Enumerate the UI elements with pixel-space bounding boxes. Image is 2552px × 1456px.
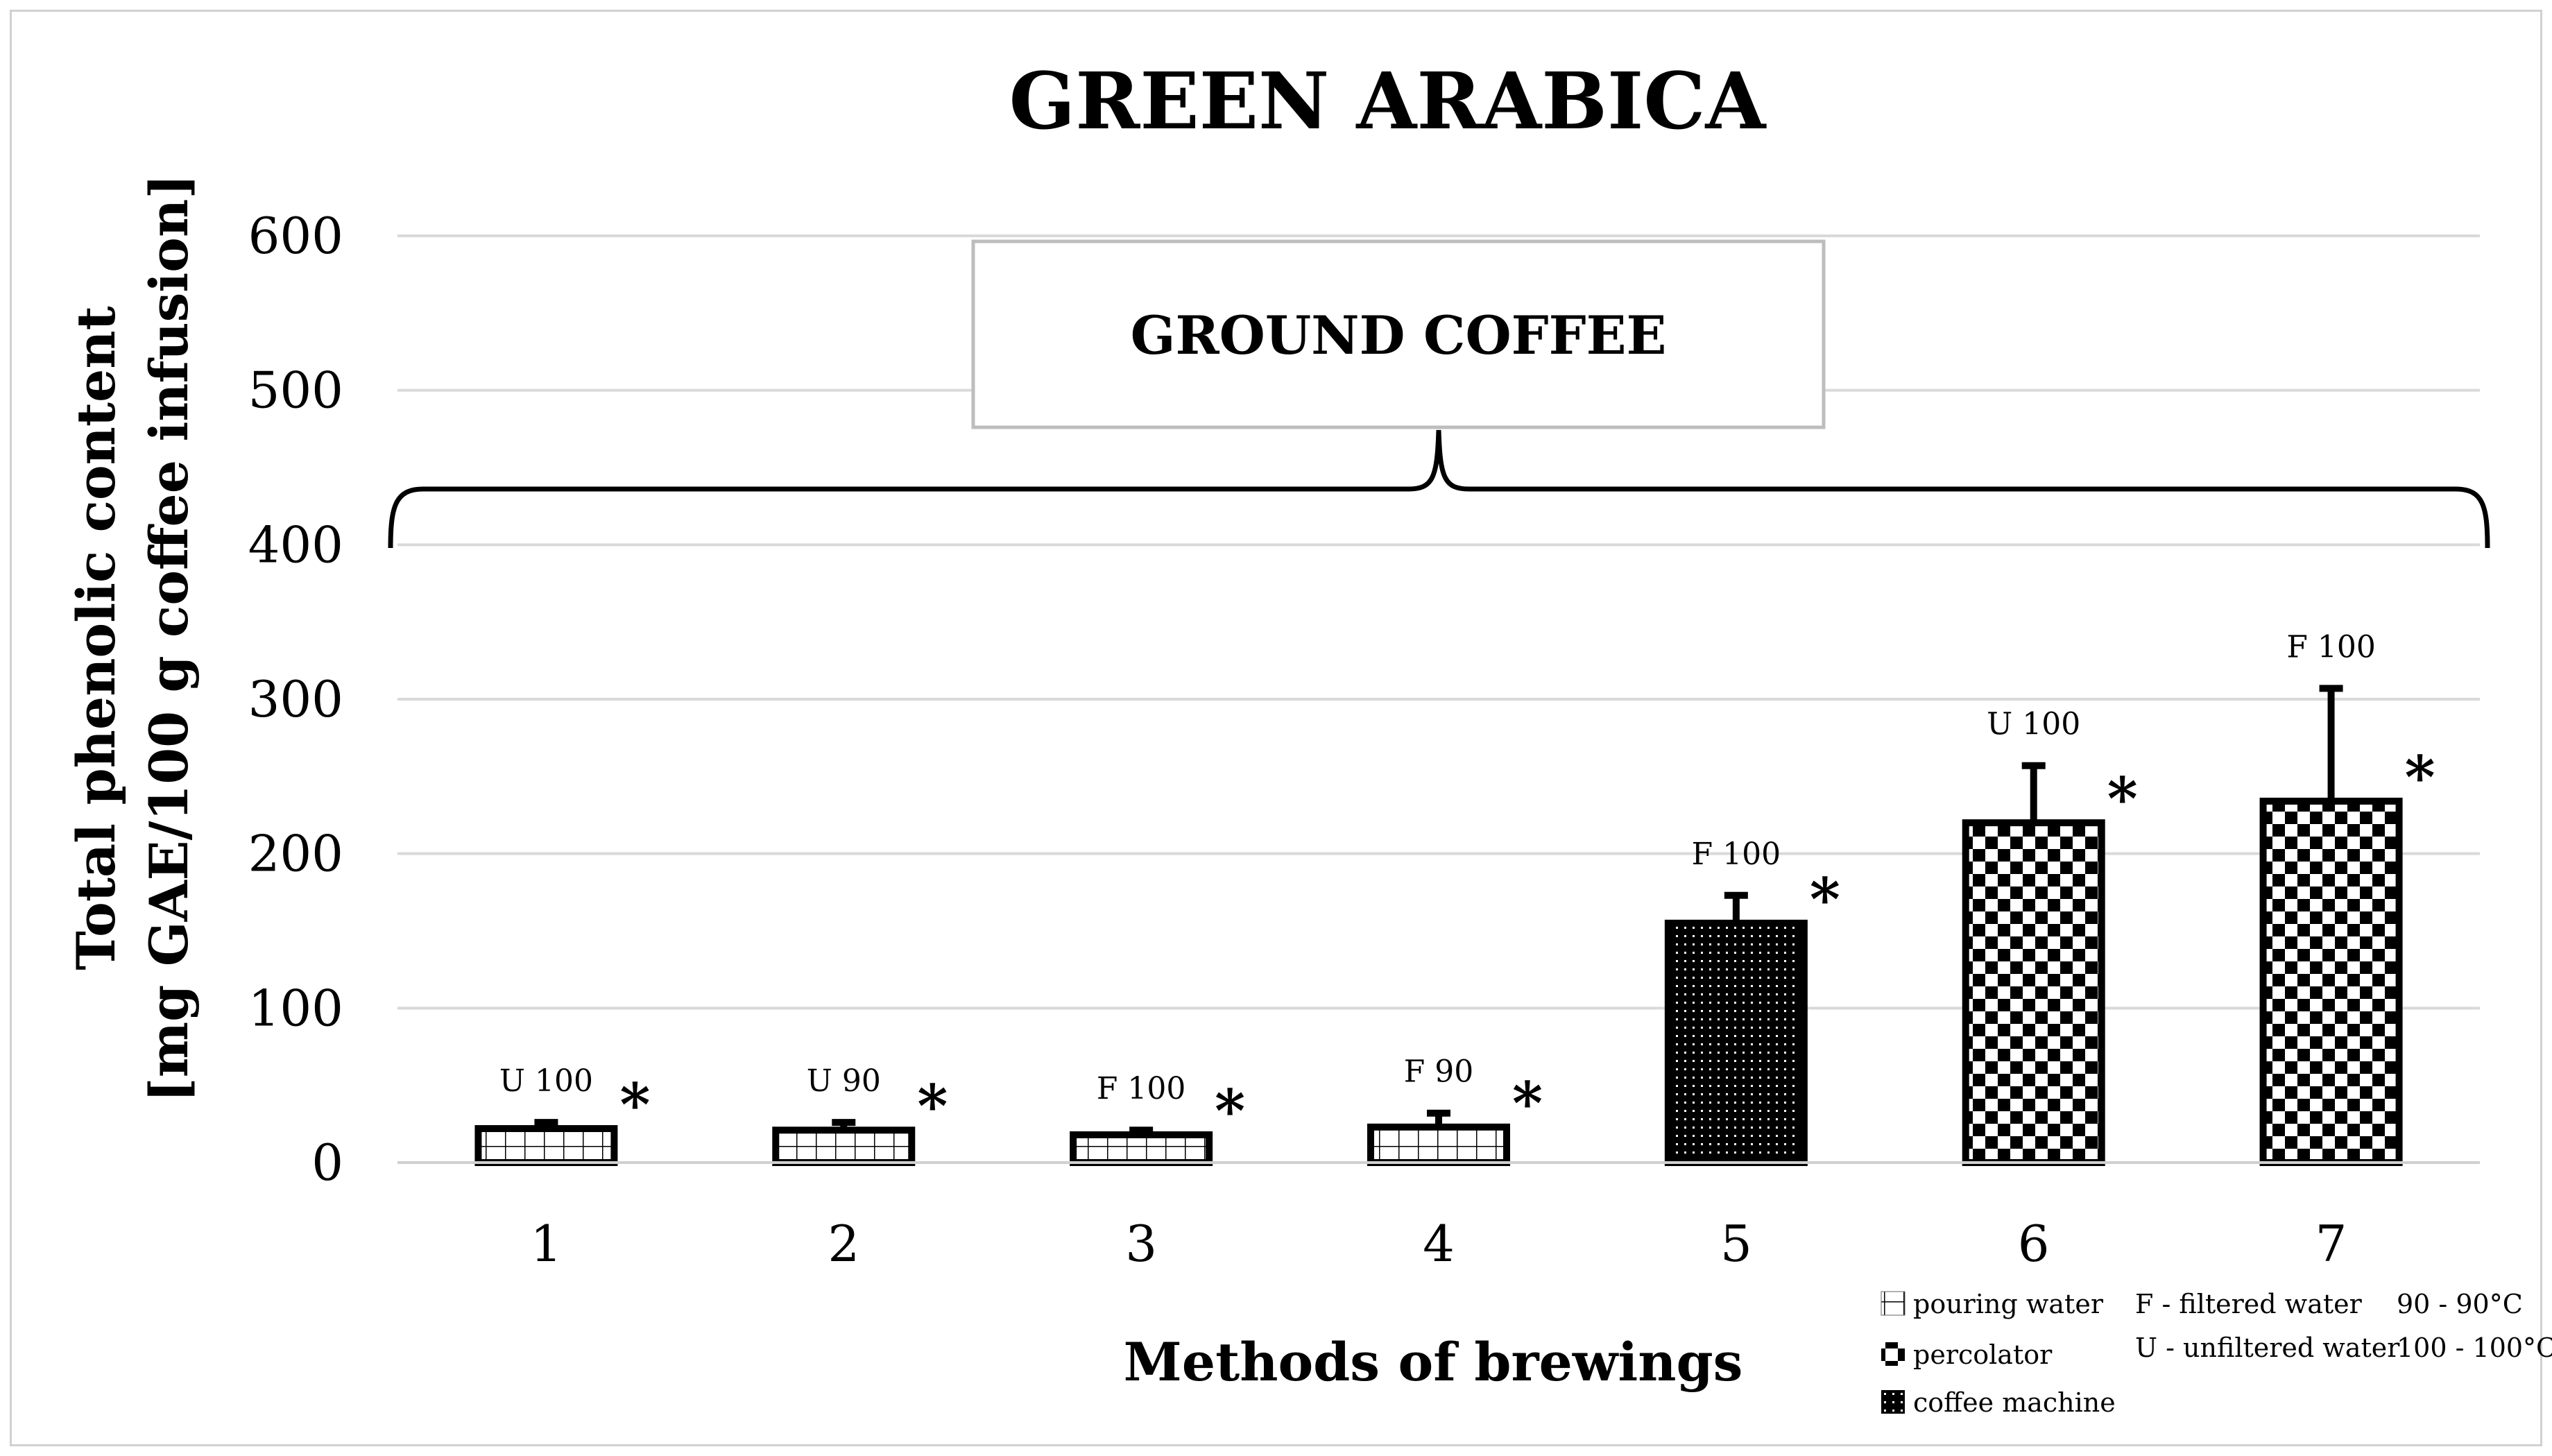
significance-mark: * <box>2405 743 2435 812</box>
y-tick-label: 400 <box>248 515 343 574</box>
bar-label: F 90 <box>1404 1054 1474 1090</box>
x-tick-labels: 1 2 3 4 5 6 7 <box>531 1215 2347 1273</box>
gridlines <box>397 234 2480 1010</box>
bar-label: U 100 <box>499 1063 593 1099</box>
legend-swatch-percolator <box>1881 1342 1905 1366</box>
y-tick-label: 100 <box>248 979 343 1037</box>
bars <box>474 797 2403 1167</box>
legend: pouring water percolator coffee machine … <box>1881 1289 2552 1418</box>
bar <box>1664 919 1808 1167</box>
x-tick-label: 1 <box>531 1215 563 1273</box>
legend-label-coffee-machine: coffee machine <box>1913 1387 2116 1418</box>
bar-label: U 100 <box>1987 707 2080 742</box>
error-bars <box>534 685 2343 1135</box>
legend-swatch-coffee-machine <box>1881 1390 1905 1414</box>
x-tick-label: 6 <box>2018 1215 2050 1273</box>
bar <box>1070 1131 1213 1167</box>
significance-mark: * <box>1512 1069 1543 1138</box>
x-tick-label: 2 <box>828 1215 859 1273</box>
bar-label: F 100 <box>1692 837 1781 872</box>
bar-labels: U 100 U 90 F 100 F 90 F 100 U 100 F 100 <box>499 629 2376 1106</box>
y-axis-title-line1: Total phenolic content <box>65 306 127 970</box>
legend-label-filtered-water: F - filtered water <box>2135 1289 2363 1319</box>
legend-label-pouring-water: pouring water <box>1913 1289 2104 1319</box>
y-tick-label: 200 <box>248 825 343 883</box>
x-tick-label: 4 <box>1423 1215 1455 1273</box>
bar-label: F 100 <box>2286 629 2376 665</box>
legend-swatch-pouring-water <box>1881 1291 1906 1316</box>
y-tick-label: 300 <box>248 670 343 728</box>
group-label-box <box>971 239 1826 429</box>
bar <box>1962 819 2105 1166</box>
significance-marks: * * * * * * * <box>619 743 2435 1145</box>
bar <box>2259 797 2403 1166</box>
y-tick-label: 0 <box>311 1133 343 1192</box>
y-tick-label: 500 <box>248 361 343 420</box>
y-tick-label: 600 <box>248 207 343 265</box>
legend-label-90c: 90 - 90°C <box>2397 1289 2523 1319</box>
x-tick-label: 7 <box>2315 1215 2347 1273</box>
bar-label: F 100 <box>1097 1071 1186 1106</box>
bar <box>1367 1123 1510 1166</box>
bar-label: U 90 <box>807 1063 881 1099</box>
legend-label-unfiltered-water: U - unfiltered water <box>2135 1333 2400 1363</box>
x-axis-title: Methods of brewings <box>1124 1331 1743 1393</box>
group-label: GROUND COFFEE <box>1131 305 1667 366</box>
significance-mark: * <box>917 1072 948 1140</box>
significance-mark: * <box>2107 764 2138 833</box>
y-tick-labels: 0 100 200 300 400 500 600 <box>248 207 343 1192</box>
bar <box>474 1125 618 1166</box>
legend-label-percolator: percolator <box>1913 1339 2053 1370</box>
group-brace <box>388 429 2490 549</box>
significance-mark: * <box>619 1070 650 1139</box>
chart-frame <box>10 10 2542 1446</box>
x-tick-label: 5 <box>1720 1215 1752 1273</box>
significance-mark: * <box>1215 1077 1245 1145</box>
legend-label-100c: 100 - 100°C <box>2397 1333 2552 1363</box>
significance-mark: * <box>1810 865 1840 934</box>
y-axis-title-line2: [mg GAE/100 g coffee infusion] <box>138 174 200 1102</box>
bar <box>772 1127 916 1166</box>
x-tick-label: 3 <box>1125 1215 1157 1273</box>
chart-title: GREEN ARABICA <box>1009 56 1767 147</box>
